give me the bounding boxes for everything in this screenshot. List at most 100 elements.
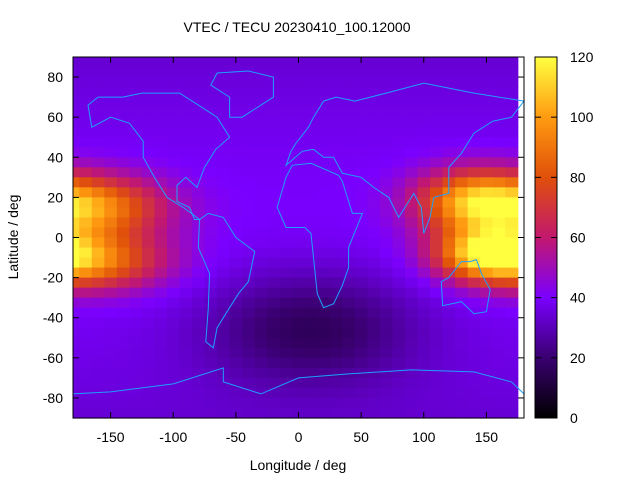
heatmap-cell — [73, 347, 80, 359]
heatmap-cell — [505, 317, 519, 329]
heatmap-cell — [91, 407, 105, 419]
heatmap-cell — [192, 137, 206, 148]
heatmap-cell — [492, 297, 506, 309]
heatmap-cell — [367, 177, 381, 188]
heatmap-cell — [242, 187, 256, 198]
heatmap-cell — [129, 177, 143, 188]
heatmap-cell — [229, 347, 243, 359]
heatmap-cell — [417, 117, 431, 128]
heatmap-cell — [192, 67, 206, 78]
heatmap-cell — [492, 117, 506, 128]
heatmap-cell — [254, 277, 268, 289]
heatmap-cell — [467, 407, 481, 419]
heatmap-cell — [304, 307, 318, 319]
heatmap-cell — [505, 77, 519, 88]
heatmap-cell — [141, 157, 156, 168]
heatmap-cell — [505, 197, 519, 209]
heatmap-cell — [304, 57, 318, 68]
heatmap-cell — [354, 347, 369, 359]
heatmap-cell — [179, 327, 193, 339]
heatmap-cell — [329, 207, 343, 219]
heatmap-cell — [342, 327, 356, 339]
heatmap-cell — [392, 287, 406, 299]
heatmap-cell — [129, 367, 143, 379]
heatmap-cell — [480, 327, 494, 339]
heatmap-cell — [467, 317, 481, 329]
heatmap-cell — [342, 307, 356, 319]
colorbar-tick-label: 120 — [570, 49, 594, 65]
heatmap-cell — [73, 237, 80, 249]
heatmap-cell — [505, 247, 519, 259]
heatmap-cell — [392, 327, 406, 339]
heatmap-cell — [304, 137, 318, 148]
heatmap-cell — [154, 227, 168, 239]
heatmap-cell — [116, 357, 130, 369]
heatmap-cell — [292, 387, 306, 399]
heatmap-cell — [304, 387, 318, 399]
heatmap-cell — [505, 267, 519, 279]
heatmap-cell — [73, 117, 80, 128]
heatmap-cell — [179, 147, 193, 158]
heatmap-cell — [317, 127, 331, 138]
heatmap-cell — [392, 147, 406, 158]
heatmap-cell — [154, 167, 168, 178]
heatmap-cell — [73, 77, 80, 88]
heatmap-cell — [417, 317, 431, 329]
heatmap-cell — [254, 247, 268, 259]
heatmap-cell — [505, 57, 519, 68]
heatmap-cell — [480, 387, 494, 399]
heatmap-cell — [492, 157, 506, 168]
heatmap-cell — [73, 357, 80, 369]
heatmap-cell — [192, 167, 206, 178]
heatmap-cell — [467, 177, 481, 188]
heatmap-cell — [154, 97, 168, 108]
heatmap-cell — [317, 307, 331, 319]
heatmap-cell — [217, 277, 231, 289]
heatmap-cell — [329, 147, 343, 158]
y-tick-label: 0 — [55, 230, 63, 246]
heatmap-cell — [166, 207, 181, 219]
heatmap-cell — [279, 287, 293, 299]
heatmap-cell — [73, 257, 80, 269]
heatmap-cell — [417, 127, 431, 138]
heatmap-cell — [73, 147, 80, 158]
heatmap-cell — [192, 287, 206, 299]
heatmap-cell — [467, 347, 481, 359]
heatmap-cell — [467, 357, 481, 369]
heatmap-cell — [442, 357, 456, 369]
heatmap-cell — [267, 377, 281, 389]
heatmap-cell — [329, 327, 343, 339]
heatmap-cell — [116, 367, 130, 379]
heatmap-cell — [367, 207, 381, 219]
heatmap-cell — [204, 237, 218, 249]
heatmap-cell — [73, 307, 80, 319]
heatmap-cell — [217, 397, 231, 409]
heatmap-cell — [204, 107, 218, 118]
heatmap-cell — [379, 407, 394, 419]
heatmap-cell — [242, 277, 256, 289]
heatmap-cell — [430, 137, 444, 148]
heatmap-cell — [492, 207, 506, 219]
heatmap-cell — [329, 367, 343, 379]
heatmap-cell — [342, 357, 356, 369]
heatmap-cell — [417, 67, 431, 78]
y-tick-label: 80 — [47, 69, 63, 85]
heatmap-cell — [91, 227, 105, 239]
heatmap-cell — [267, 137, 281, 148]
heatmap-cell — [104, 377, 118, 389]
heatmap-cell — [392, 267, 406, 279]
heatmap-cell — [217, 267, 231, 279]
heatmap-cell — [204, 77, 218, 88]
heatmap-cell — [267, 187, 281, 198]
heatmap-cell — [392, 307, 406, 319]
heatmap-cell — [154, 127, 168, 138]
heatmap-cell — [254, 67, 268, 78]
heatmap-cell — [367, 227, 381, 239]
heatmap-cell — [166, 197, 181, 209]
heatmap-cell — [367, 117, 381, 128]
heatmap-cell — [404, 167, 419, 178]
heatmap-cell — [392, 57, 406, 68]
heatmap-cell — [392, 77, 406, 88]
heatmap-cell — [154, 147, 168, 158]
